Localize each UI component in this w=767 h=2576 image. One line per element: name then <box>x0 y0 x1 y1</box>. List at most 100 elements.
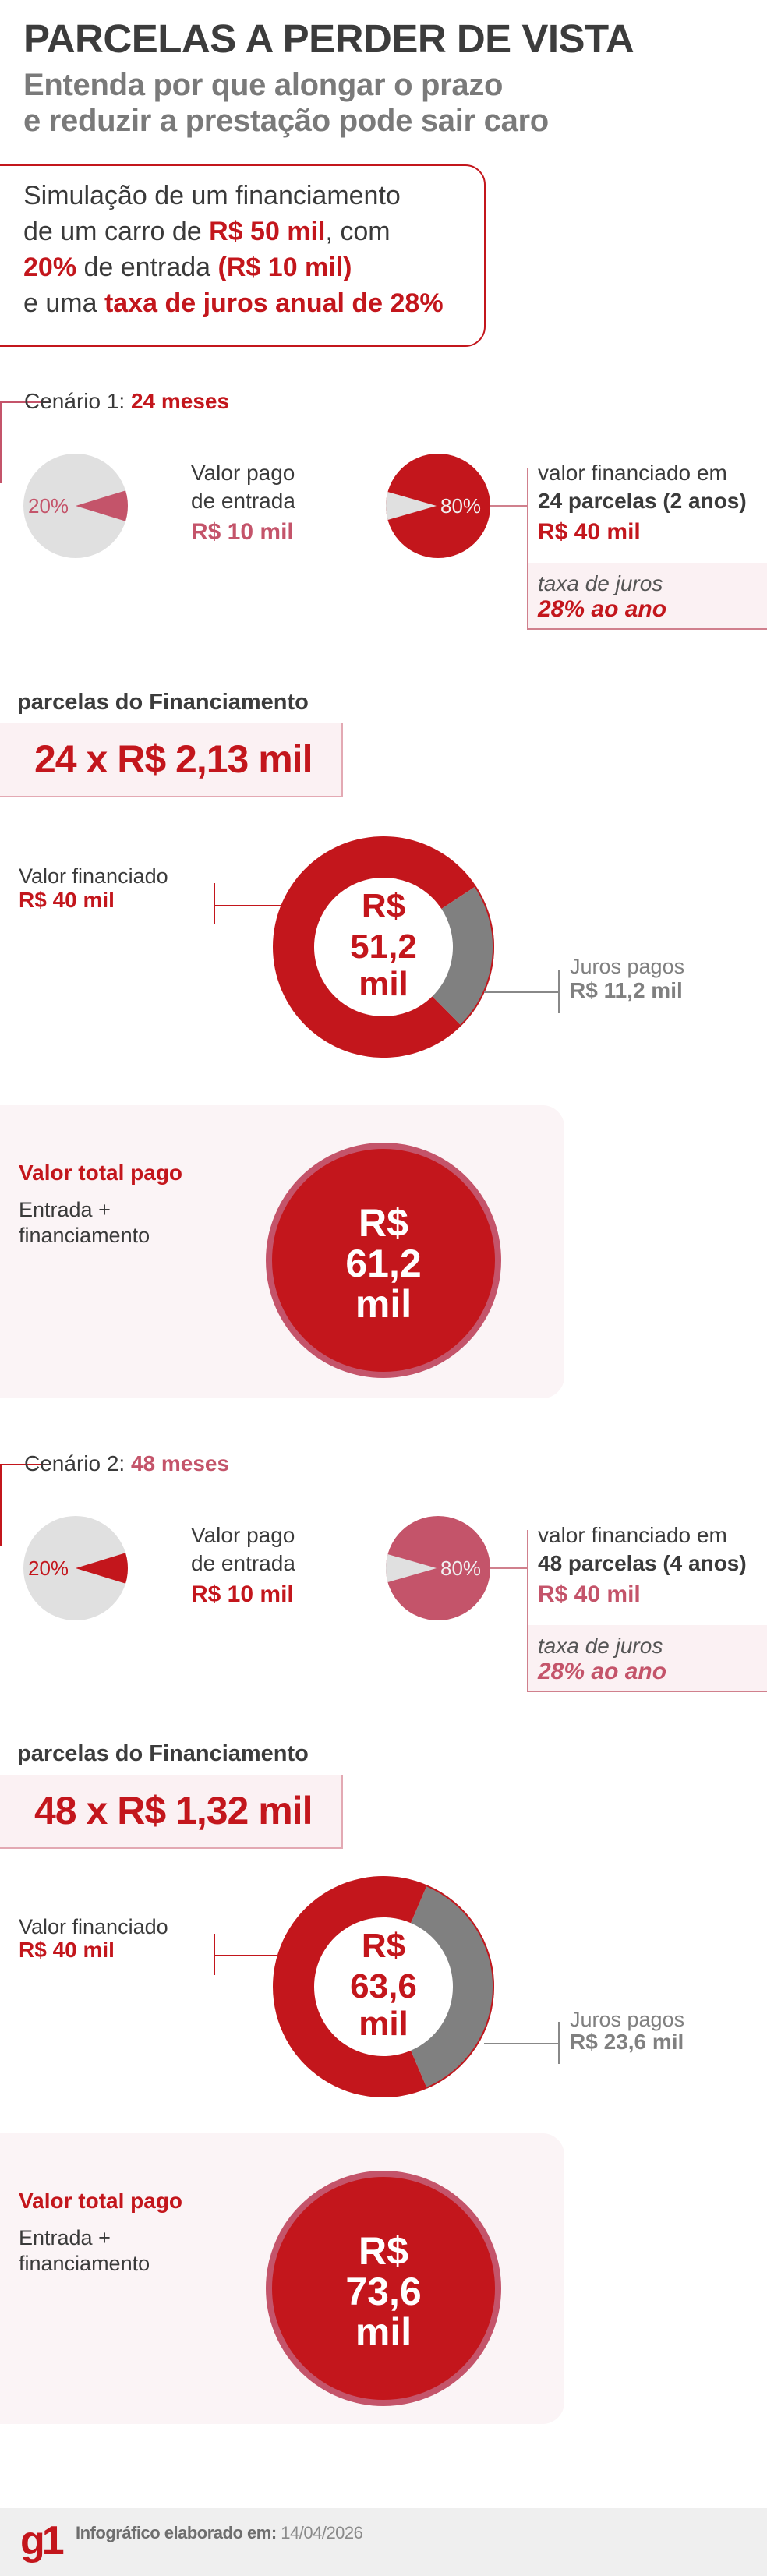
leader-line <box>214 1955 281 1956</box>
financed-donut-amount: R$ 40 mil <box>19 1938 115 1962</box>
scenario-label: Cenário 2: 48 meses <box>24 1451 230 1475</box>
pie-background <box>386 1516 490 1620</box>
total-value: 61,2 <box>345 1242 422 1285</box>
donut-center-unit: mil <box>359 965 408 1003</box>
leader-line <box>484 991 559 993</box>
leader-line <box>527 468 528 630</box>
financed-donut-amount: R$ 40 mil <box>19 888 115 912</box>
total-circle <box>266 1143 501 1378</box>
total-desc-1: Entrada + <box>19 2226 111 2249</box>
footer: g1 Infográfico elaborado em: 14/04/2026 <box>0 2508 767 2576</box>
donut-slice-interest-outline <box>426 1885 494 2089</box>
donut-center-currency: R$ <box>361 887 406 925</box>
down-payment-percent: 20% <box>28 1557 69 1580</box>
donut-center-value: 63,6 <box>350 1967 417 2005</box>
financed-amount: R$ 40 mil <box>538 519 641 545</box>
interest-rate-panel <box>528 1625 767 1691</box>
interest-amount: R$ 11,2 mil <box>570 978 683 1002</box>
leader-line <box>214 1934 215 1975</box>
intro-line-1: Simulação de um financiamento <box>23 181 401 210</box>
total-title: Valor total pago <box>19 2189 183 2213</box>
down-payment-label-2: de entrada <box>191 489 295 513</box>
financed-label-1: valor financiado em <box>538 461 727 485</box>
total-value: 73,6 <box>345 2270 422 2313</box>
donut-slice-financed <box>273 1876 427 2097</box>
panel-underline <box>527 1691 767 1692</box>
financed-label-1: valor financiado em <box>538 1523 727 1547</box>
interest-rate-panel <box>528 563 767 629</box>
total-desc-2: financiamento <box>19 2252 150 2275</box>
donut-slice-financed <box>272 836 476 1058</box>
leader-line <box>0 403 2 483</box>
total-circle <box>266 2171 501 2406</box>
down-payment-pie <box>23 454 128 558</box>
pie-slice-remainder <box>386 488 437 524</box>
subtitle-line-1: Entenda por que alongar o prazo <box>23 68 504 102</box>
total-desc-2: financiamento <box>19 1224 150 1247</box>
intro-line-4: e uma taxa de juros anual de 28% <box>23 288 444 318</box>
financed-pie <box>386 1516 490 1620</box>
interest-rate-value: 28% ao ano <box>538 596 667 622</box>
interest-label: Juros pagos <box>570 2008 685 2031</box>
leader-line <box>527 1530 528 1692</box>
down-payment-label-1: Valor pago <box>191 1523 295 1547</box>
pies-svg <box>23 454 490 558</box>
subtitle-line-2: e reduzir a prestação pode sair caro <box>23 104 549 138</box>
installments-value: 24 x R$ 2,13 mil <box>34 737 313 781</box>
financed-amount: R$ 40 mil <box>538 1581 641 1607</box>
leader-line <box>558 2022 560 2064</box>
pie-slice-down-payment <box>76 487 128 525</box>
installments-box <box>0 1775 343 1849</box>
installments-box <box>0 723 343 797</box>
financed-label-2: 24 parcelas (2 anos) <box>538 489 747 513</box>
financed-donut-label: Valor financiado <box>19 864 168 888</box>
leader-line <box>0 1465 2 1546</box>
leader-line <box>490 505 528 507</box>
leader-line <box>490 1567 528 1569</box>
scenario-label: Cenário 1: 24 meses <box>24 389 230 413</box>
down-payment-label-1: Valor pago <box>191 461 295 485</box>
installments-heading: parcelas do Financiamento <box>17 1741 309 1766</box>
total-unit: mil <box>355 1282 412 1326</box>
intro-box <box>0 164 486 347</box>
donut-chart <box>272 836 494 1058</box>
donut-center-currency: R$ <box>361 1927 406 1965</box>
financed-percent: 80% <box>440 1557 482 1580</box>
pie-slice-down-payment <box>76 1549 128 1587</box>
interest-rate-label: taxa de juros <box>538 571 663 595</box>
panel-underline <box>527 628 767 630</box>
g1-logo: g1 <box>20 2518 65 2564</box>
leader-line <box>484 2043 559 2044</box>
pies-svg <box>23 1516 490 1620</box>
total-desc-1: Entrada + <box>19 1198 111 1221</box>
leader-line <box>0 401 50 403</box>
installments-value: 48 x R$ 1,32 mil <box>34 1789 313 1832</box>
total-title: Valor total pago <box>19 1161 183 1185</box>
leader-line <box>214 883 215 924</box>
financed-donut-label: Valor financiado <box>19 1915 168 1938</box>
pie-background <box>386 454 490 558</box>
installments-heading: parcelas do Financiamento <box>17 690 309 715</box>
leader-line <box>558 970 560 1013</box>
intro-line-2: de um carro de R$ 50 mil, com <box>23 217 391 246</box>
donut-slice-interest <box>432 885 494 1027</box>
page-title: PARCELAS A PERDER DE VISTA <box>23 16 634 61</box>
financed-label-2: 48 parcelas (4 anos) <box>538 1551 747 1575</box>
interest-rate-value: 28% ao ano <box>538 1659 667 1684</box>
down-payment-amount: R$ 10 mil <box>191 1581 294 1607</box>
leader-line <box>214 905 281 906</box>
down-payment-percent: 20% <box>28 494 69 518</box>
total-currency: R$ <box>359 2229 408 2273</box>
down-payment-amount: R$ 10 mil <box>191 519 294 545</box>
donut-center-value: 51,2 <box>350 928 417 966</box>
interest-label: Juros pagos <box>570 955 685 978</box>
donut-center-unit: mil <box>359 2005 408 2043</box>
interest-amount: R$ 23,6 mil <box>570 2030 684 2054</box>
intro-line-3: 20% de entrada (R$ 10 mil) <box>23 253 352 282</box>
donut-slice-interest <box>411 1885 495 2089</box>
pie-slice-remainder <box>386 1550 437 1586</box>
total-unit: mil <box>355 2310 412 2354</box>
down-payment-label-2: de entrada <box>191 1551 295 1575</box>
interest-rate-label: taxa de juros <box>538 1634 663 1658</box>
total-currency: R$ <box>359 1201 408 1245</box>
